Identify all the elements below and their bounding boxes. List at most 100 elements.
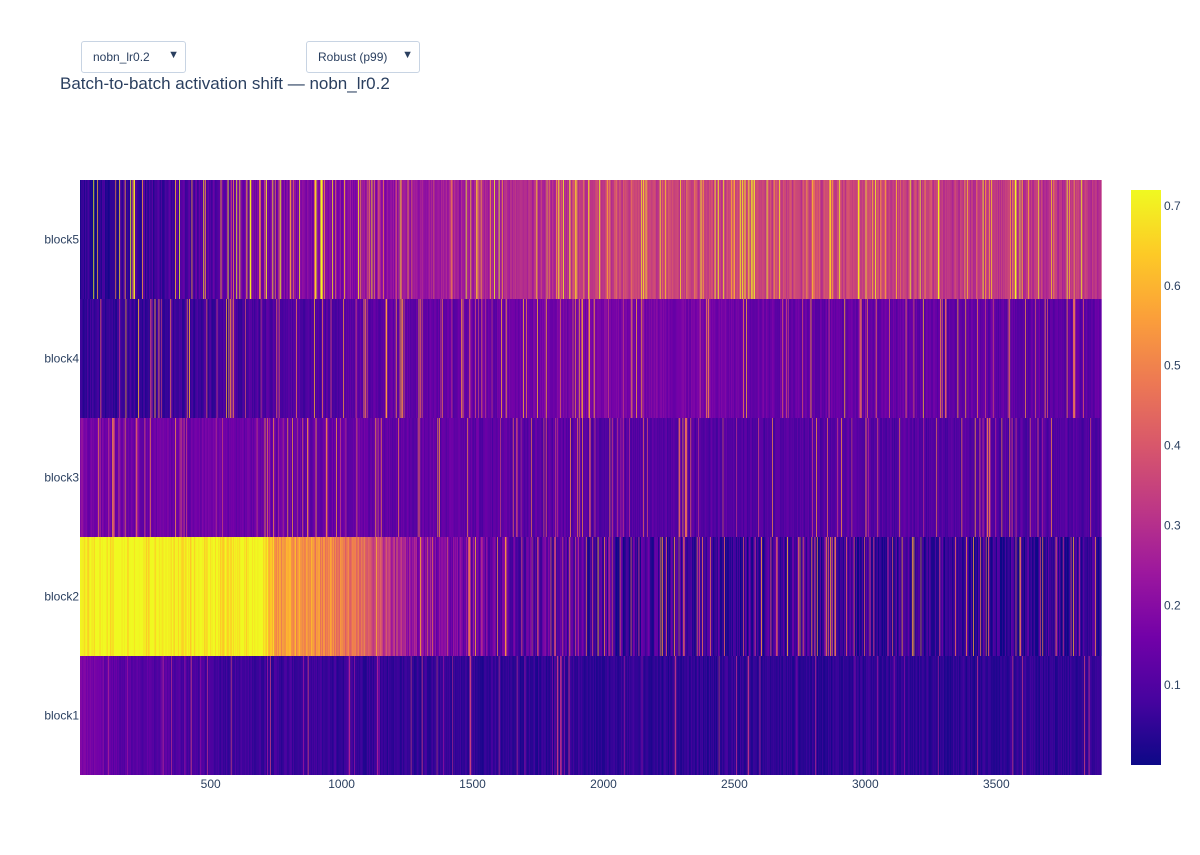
heatmap-cell[interactable]	[330, 537, 332, 656]
heatmap-cell[interactable]	[207, 656, 209, 775]
heatmap-cell[interactable]	[641, 418, 643, 537]
heatmap-cell[interactable]	[460, 418, 462, 537]
heatmap-cell[interactable]	[260, 299, 262, 418]
heatmap-cell[interactable]	[457, 537, 460, 656]
heatmap-cell[interactable]	[122, 537, 124, 656]
heatmap-cell[interactable]	[740, 299, 742, 418]
heatmap-cell[interactable]	[242, 656, 244, 775]
heatmap-cell[interactable]	[625, 418, 627, 537]
heatmap-cell[interactable]	[167, 418, 170, 537]
heatmap-cell[interactable]	[702, 418, 704, 537]
heatmap-cell[interactable]	[656, 299, 658, 418]
heatmap-cell[interactable]	[780, 656, 782, 775]
heatmap-cell[interactable]	[905, 418, 907, 537]
heatmap-cell[interactable]	[360, 656, 362, 775]
heatmap-cell[interactable]	[525, 418, 527, 537]
heatmap-cell[interactable]	[619, 537, 621, 656]
heatmap-cell[interactable]	[327, 418, 329, 537]
heatmap-cell[interactable]	[562, 537, 564, 656]
heatmap-cell[interactable]	[177, 299, 179, 418]
heatmap-cell[interactable]	[406, 656, 408, 775]
heatmap-cell[interactable]	[193, 537, 196, 656]
heatmap-cell[interactable]	[1047, 418, 1049, 537]
heatmap-cell[interactable]	[366, 299, 368, 418]
heatmap-cell[interactable]	[274, 656, 277, 775]
heatmap-cell[interactable]	[693, 537, 695, 656]
heatmap-cell[interactable]	[582, 656, 584, 775]
heatmap-cell[interactable]	[298, 537, 300, 656]
heatmap-cell[interactable]	[922, 418, 925, 537]
heatmap-cell[interactable]	[714, 299, 716, 418]
heatmap-cell[interactable]	[989, 656, 991, 775]
heatmap-cell[interactable]	[963, 418, 965, 537]
heatmap-cell[interactable]	[230, 299, 232, 418]
heatmap-cell[interactable]	[679, 537, 681, 656]
heatmap-cell[interactable]	[251, 537, 253, 656]
heatmap-cell[interactable]	[333, 418, 335, 537]
heatmap-cell[interactable]	[449, 656, 451, 775]
heatmap-cell[interactable]	[1083, 537, 1086, 656]
heatmap-cell[interactable]	[261, 537, 263, 656]
heatmap-cell[interactable]	[1072, 656, 1074, 775]
heatmap-cell[interactable]	[1061, 537, 1063, 656]
heatmap-cell[interactable]	[1026, 418, 1028, 537]
heatmap-cell[interactable]	[850, 537, 852, 656]
heatmap-cell[interactable]	[543, 537, 545, 656]
heatmap-cell[interactable]	[724, 418, 726, 537]
heatmap-cell[interactable]	[754, 656, 757, 775]
heatmap-cell[interactable]	[577, 656, 579, 775]
heatmap-cell[interactable]	[151, 656, 153, 775]
heatmap-cell[interactable]	[298, 418, 300, 537]
heatmap-cell[interactable]	[1079, 656, 1081, 775]
heatmap-cell[interactable]	[904, 299, 906, 418]
heatmap-cell[interactable]	[1020, 418, 1022, 537]
heatmap-cell[interactable]	[173, 537, 175, 656]
heatmap-cell[interactable]	[853, 418, 855, 537]
heatmap-cell[interactable]	[488, 656, 490, 775]
heatmap-cell[interactable]	[315, 656, 317, 775]
heatmap-cell[interactable]	[164, 418, 166, 537]
heatmap-cell[interactable]	[1021, 418, 1024, 537]
heatmap-cell[interactable]	[699, 418, 702, 537]
heatmap-cell[interactable]	[834, 537, 837, 656]
heatmap-cell[interactable]	[787, 656, 789, 775]
heatmap-cell[interactable]	[791, 537, 793, 656]
heatmap-cell[interactable]	[131, 537, 134, 656]
heatmap-cell[interactable]	[215, 418, 217, 537]
heatmap-cell[interactable]	[98, 656, 101, 775]
heatmap-cell[interactable]	[577, 299, 579, 418]
heatmap-cell[interactable]	[384, 418, 386, 537]
heatmap-cell[interactable]	[721, 656, 724, 775]
heatmap-cell[interactable]	[391, 418, 393, 537]
heatmap-cell[interactable]	[486, 656, 489, 775]
heatmap-cell[interactable]	[983, 418, 985, 537]
heatmap-cell[interactable]	[574, 418, 577, 537]
heatmap-cell[interactable]	[127, 656, 130, 775]
heatmap-cell[interactable]	[364, 299, 366, 418]
heatmap-cell[interactable]	[1065, 656, 1067, 775]
heatmap-cell[interactable]	[966, 418, 969, 537]
heatmap-cell[interactable]	[688, 656, 690, 775]
heatmap-cell[interactable]	[1022, 656, 1024, 775]
heatmap-cell[interactable]	[456, 299, 458, 418]
heatmap-cell[interactable]	[740, 537, 742, 656]
heatmap-cell[interactable]	[245, 537, 247, 656]
heatmap-cell[interactable]	[651, 299, 654, 418]
heatmap-cell[interactable]	[553, 537, 555, 656]
heatmap-cell[interactable]	[374, 656, 376, 775]
heatmap-cell[interactable]	[641, 537, 643, 656]
heatmap-cell[interactable]	[257, 656, 259, 775]
heatmap-cell[interactable]	[631, 537, 633, 656]
heatmap-cell[interactable]	[541, 418, 544, 537]
heatmap-cell[interactable]	[988, 656, 991, 775]
heatmap-cell[interactable]	[93, 418, 95, 537]
heatmap-cell[interactable]	[122, 299, 124, 418]
heatmap-cell[interactable]	[99, 656, 101, 775]
heatmap-cell[interactable]	[860, 656, 862, 775]
heatmap-cell[interactable]	[80, 537, 82, 656]
heatmap-cell[interactable]	[1076, 537, 1079, 656]
heatmap-cell[interactable]	[835, 299, 837, 418]
heatmap-cell[interactable]	[235, 418, 237, 537]
heatmap-cell[interactable]	[122, 656, 124, 775]
heatmap-cell[interactable]	[994, 537, 996, 656]
